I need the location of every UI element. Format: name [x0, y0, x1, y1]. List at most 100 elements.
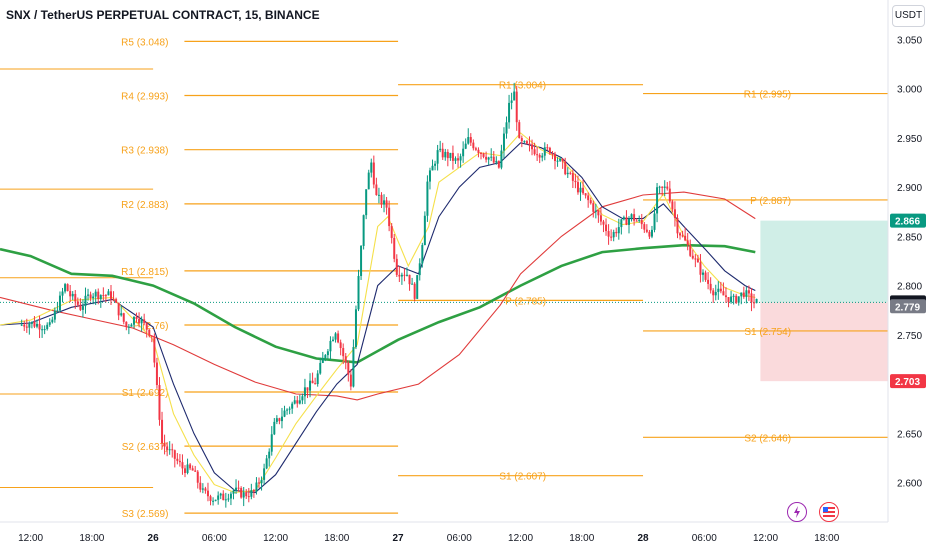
candle-body [181, 462, 184, 469]
candle-body [650, 229, 653, 237]
candle-body [663, 186, 666, 188]
candle-body [286, 409, 289, 411]
candle-body [265, 458, 268, 469]
lightning-icon[interactable] [787, 502, 807, 522]
candle-body [342, 348, 345, 357]
candle-body [168, 449, 171, 451]
candle-body [551, 153, 554, 155]
candle-body [393, 237, 396, 259]
candle-body [138, 319, 141, 324]
candle-body [487, 157, 490, 160]
candle-body [602, 221, 605, 225]
time-tick-label: 18:00 [814, 533, 839, 544]
candle-body [505, 122, 508, 134]
candle-body [408, 274, 411, 285]
time-tick-label: 18:00 [79, 533, 104, 544]
candle-body [306, 387, 309, 391]
candle-body [681, 235, 684, 237]
candle-body [643, 224, 646, 230]
candle-body [589, 200, 592, 204]
candle-body [444, 151, 447, 158]
candle-body [753, 302, 756, 304]
candle-body [84, 295, 87, 307]
candle-body [666, 186, 669, 189]
candle-body [166, 446, 169, 450]
candle-body [155, 362, 158, 386]
candle-body [255, 482, 258, 492]
candle-body [250, 490, 253, 497]
candle-body [81, 306, 84, 310]
candle-body [199, 482, 202, 490]
pivot-label: R2 (2.883) [121, 200, 168, 211]
pivot-label: S1 (2.607) [499, 472, 546, 483]
candle-body [518, 122, 521, 139]
price-label-tag [890, 374, 926, 389]
candle-body [625, 217, 628, 225]
candle-body [735, 295, 738, 303]
time-tick-label: 06:00 [692, 533, 717, 544]
candle-body [240, 488, 243, 498]
candle-body [587, 195, 590, 201]
candle-body [339, 342, 342, 349]
candle-body [184, 468, 186, 473]
price-axis-background [888, 0, 932, 550]
candle-body [268, 451, 271, 459]
candle-body [20, 324, 23, 326]
candle-body [421, 245, 424, 264]
flag-icon[interactable] [819, 502, 839, 522]
candle-body [661, 186, 664, 188]
candle-body [23, 324, 26, 327]
candle-body [502, 133, 505, 151]
price-label-text: 2.779 [895, 302, 920, 313]
candle-body [28, 323, 31, 328]
currency-button[interactable]: USDT [892, 5, 925, 27]
candle-body [380, 194, 383, 205]
candle-body [372, 162, 375, 185]
candle-body [599, 215, 602, 222]
candle-body [222, 493, 225, 501]
candle-body [161, 419, 164, 444]
candle-body [515, 91, 518, 123]
candle-body [497, 160, 500, 168]
candle-body [71, 293, 74, 297]
candle-body [730, 296, 733, 303]
candle-body [196, 471, 199, 483]
price-label-tag [890, 299, 926, 314]
profit-zone [760, 220, 888, 303]
time-tick-label: 18:00 [324, 533, 349, 544]
candle-body [702, 272, 704, 275]
candle-body [472, 142, 475, 149]
candle-body [569, 172, 572, 174]
candle-body [686, 240, 689, 245]
candle-body [416, 275, 419, 299]
candle-body [559, 158, 562, 161]
candle-body [742, 292, 745, 297]
time-tick-label: 12:00 [18, 533, 43, 544]
candle-body [201, 488, 204, 490]
candle-body [740, 292, 743, 297]
candle-body [520, 138, 523, 142]
candle-body [597, 210, 600, 216]
candle-body [714, 291, 717, 296]
candle-body [189, 464, 192, 469]
candle-body [278, 418, 281, 422]
candle-body [434, 163, 437, 166]
candle-body [347, 362, 350, 375]
candle-body [694, 258, 697, 260]
candle-body [480, 152, 482, 154]
candle-body [375, 184, 378, 196]
candle-body [528, 143, 531, 145]
candle-body [293, 400, 296, 404]
candle-body [724, 295, 727, 298]
candle-body [280, 416, 283, 422]
candle-body [326, 351, 329, 356]
price-label-tag [890, 213, 926, 228]
candle-body [656, 187, 659, 214]
pivot-label: R4 (2.993) [121, 92, 168, 103]
time-tick-label: 27 [393, 533, 405, 544]
chart-title: SNX / TetherUS PERPETUAL CONTRACT, 15, B… [6, 8, 320, 22]
candle-body [446, 151, 449, 159]
candle-body [451, 152, 454, 161]
time-tick-label: 28 [637, 533, 649, 544]
